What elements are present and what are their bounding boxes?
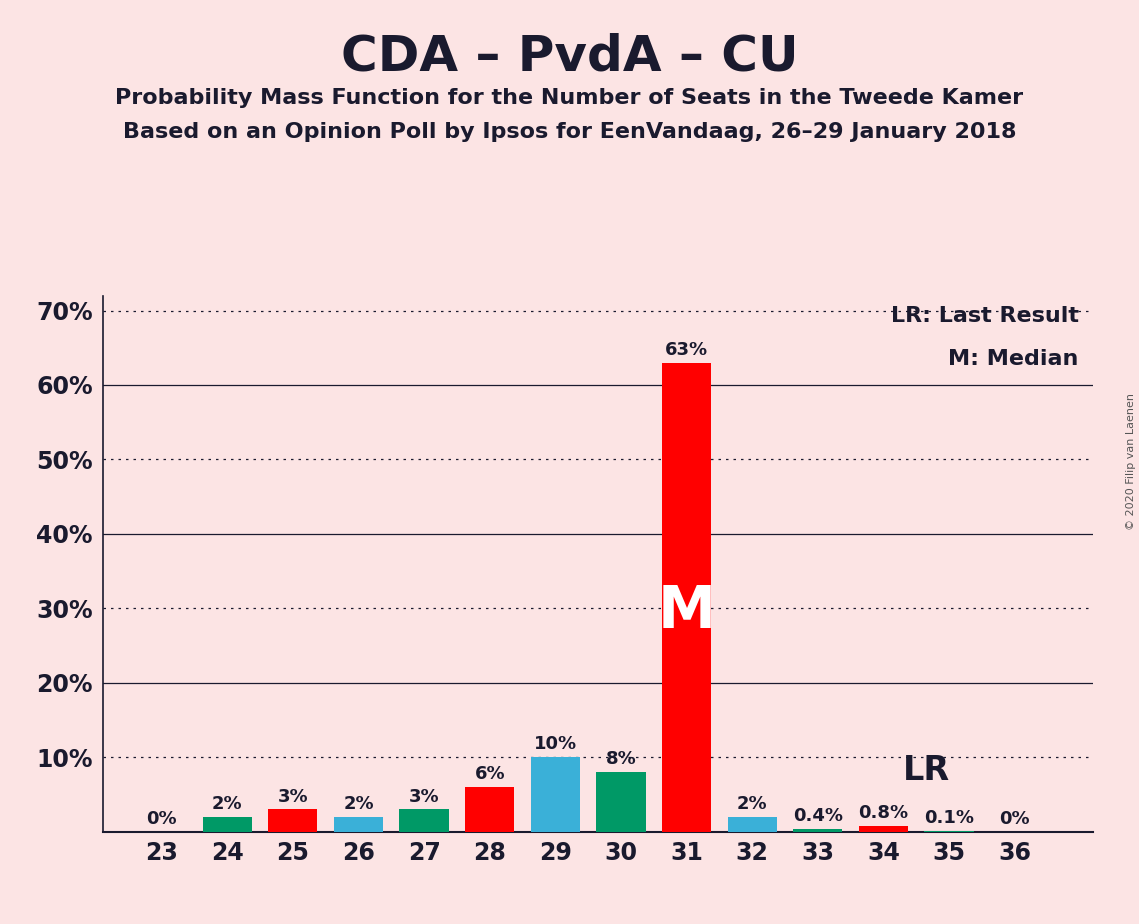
Bar [793,829,843,832]
Bar [859,826,908,832]
Text: 2%: 2% [343,795,374,813]
Bar [203,817,252,832]
Text: Probability Mass Function for the Number of Seats in the Tweede Kamer: Probability Mass Function for the Number… [115,88,1024,108]
Bar [662,363,711,832]
Bar [597,772,646,832]
Bar [400,809,449,832]
Text: 3%: 3% [409,787,440,806]
Text: 63%: 63% [665,341,708,359]
Bar [531,757,580,832]
Text: 0.1%: 0.1% [924,809,974,827]
Text: 10%: 10% [534,736,576,753]
Text: 0%: 0% [146,809,177,828]
Text: M: Median: M: Median [948,349,1079,370]
Text: 2%: 2% [737,795,768,813]
Text: Based on an Opinion Poll by Ipsos for EenVandaag, 26–29 January 2018: Based on an Opinion Poll by Ipsos for Ee… [123,122,1016,142]
Text: 0.8%: 0.8% [859,804,909,822]
Bar [728,817,777,832]
Bar [268,809,318,832]
Bar [334,817,383,832]
Text: 0.4%: 0.4% [793,807,843,825]
Text: © 2020 Filip van Laenen: © 2020 Filip van Laenen [1126,394,1136,530]
Text: 2%: 2% [212,795,243,813]
Text: LR: Last Result: LR: Last Result [891,307,1079,326]
Text: 0%: 0% [999,809,1030,828]
Bar [465,787,515,832]
Text: M: M [657,583,715,639]
Text: 8%: 8% [606,750,637,769]
Text: 3%: 3% [278,787,309,806]
Text: 6%: 6% [474,765,505,784]
Text: LR: LR [903,754,950,787]
Text: CDA – PvdA – CU: CDA – PvdA – CU [341,32,798,80]
